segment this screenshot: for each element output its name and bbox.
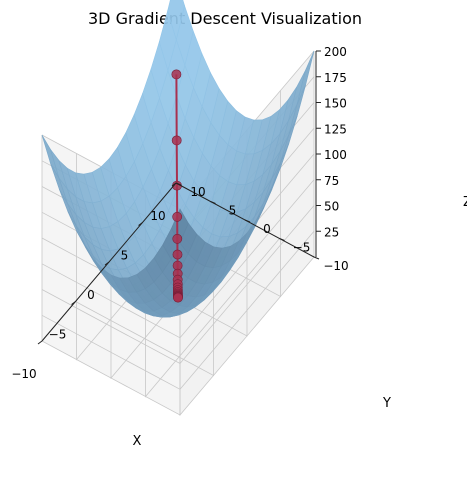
z-tick-label: 200: [324, 45, 347, 59]
y-tick-mark: [210, 201, 216, 204]
descent-path: [171, 69, 183, 303]
path-point: [172, 233, 183, 244]
z-tick-label: 75: [324, 174, 339, 188]
tick-labels: −10 −5 0 5 10 −10 −5 0 5 10 25 50 75 100 125 150 175 200: [11, 45, 348, 381]
y-tick-label: −10: [323, 259, 348, 273]
x-tick-mark: [71, 301, 76, 305]
z-tick-label: 25: [324, 225, 339, 239]
y-tick-label: 10: [190, 185, 205, 199]
path-point: [172, 211, 183, 222]
x-tick-mark: [138, 222, 143, 226]
y-tick-label: −5: [293, 241, 311, 255]
grid-line-z: [41, 179, 315, 339]
x-tick-label: 0: [87, 288, 95, 302]
path-point: [173, 292, 183, 303]
y-tick-label: 5: [229, 204, 237, 218]
x-tick-mark: [171, 182, 177, 187]
z-tick-label: 125: [324, 122, 347, 136]
x-tick-mark: [104, 261, 110, 266]
z-tick-label: 100: [324, 148, 347, 162]
grid-line-z: [41, 205, 315, 365]
chart-title: 3D Gradient Descent Visualization: [88, 9, 362, 28]
grid-line-z: [41, 231, 315, 390]
x-tick-label: 10: [150, 209, 165, 223]
x-tick-label: −10: [11, 367, 36, 381]
x-tick-label: −5: [49, 328, 67, 342]
path-point: [172, 249, 183, 260]
path-point: [171, 69, 182, 80]
y-axis-label: Y: [382, 396, 391, 411]
y-tick-mark: [279, 238, 285, 241]
y-tick-mark: [313, 256, 320, 260]
x-tick-label: 5: [121, 249, 129, 263]
z-tick-label: 50: [324, 200, 339, 214]
y-tick-mark: [175, 182, 182, 186]
z-axis-label: Z: [463, 195, 467, 210]
y-tick-label: 0: [263, 222, 271, 236]
y-tick-mark: [244, 219, 251, 223]
x-tick-mark: [37, 340, 43, 345]
x-axis-label: X: [133, 434, 142, 449]
z-tick-label: 175: [324, 71, 347, 85]
z-tick-label: 150: [324, 97, 347, 111]
path-point: [171, 135, 182, 146]
